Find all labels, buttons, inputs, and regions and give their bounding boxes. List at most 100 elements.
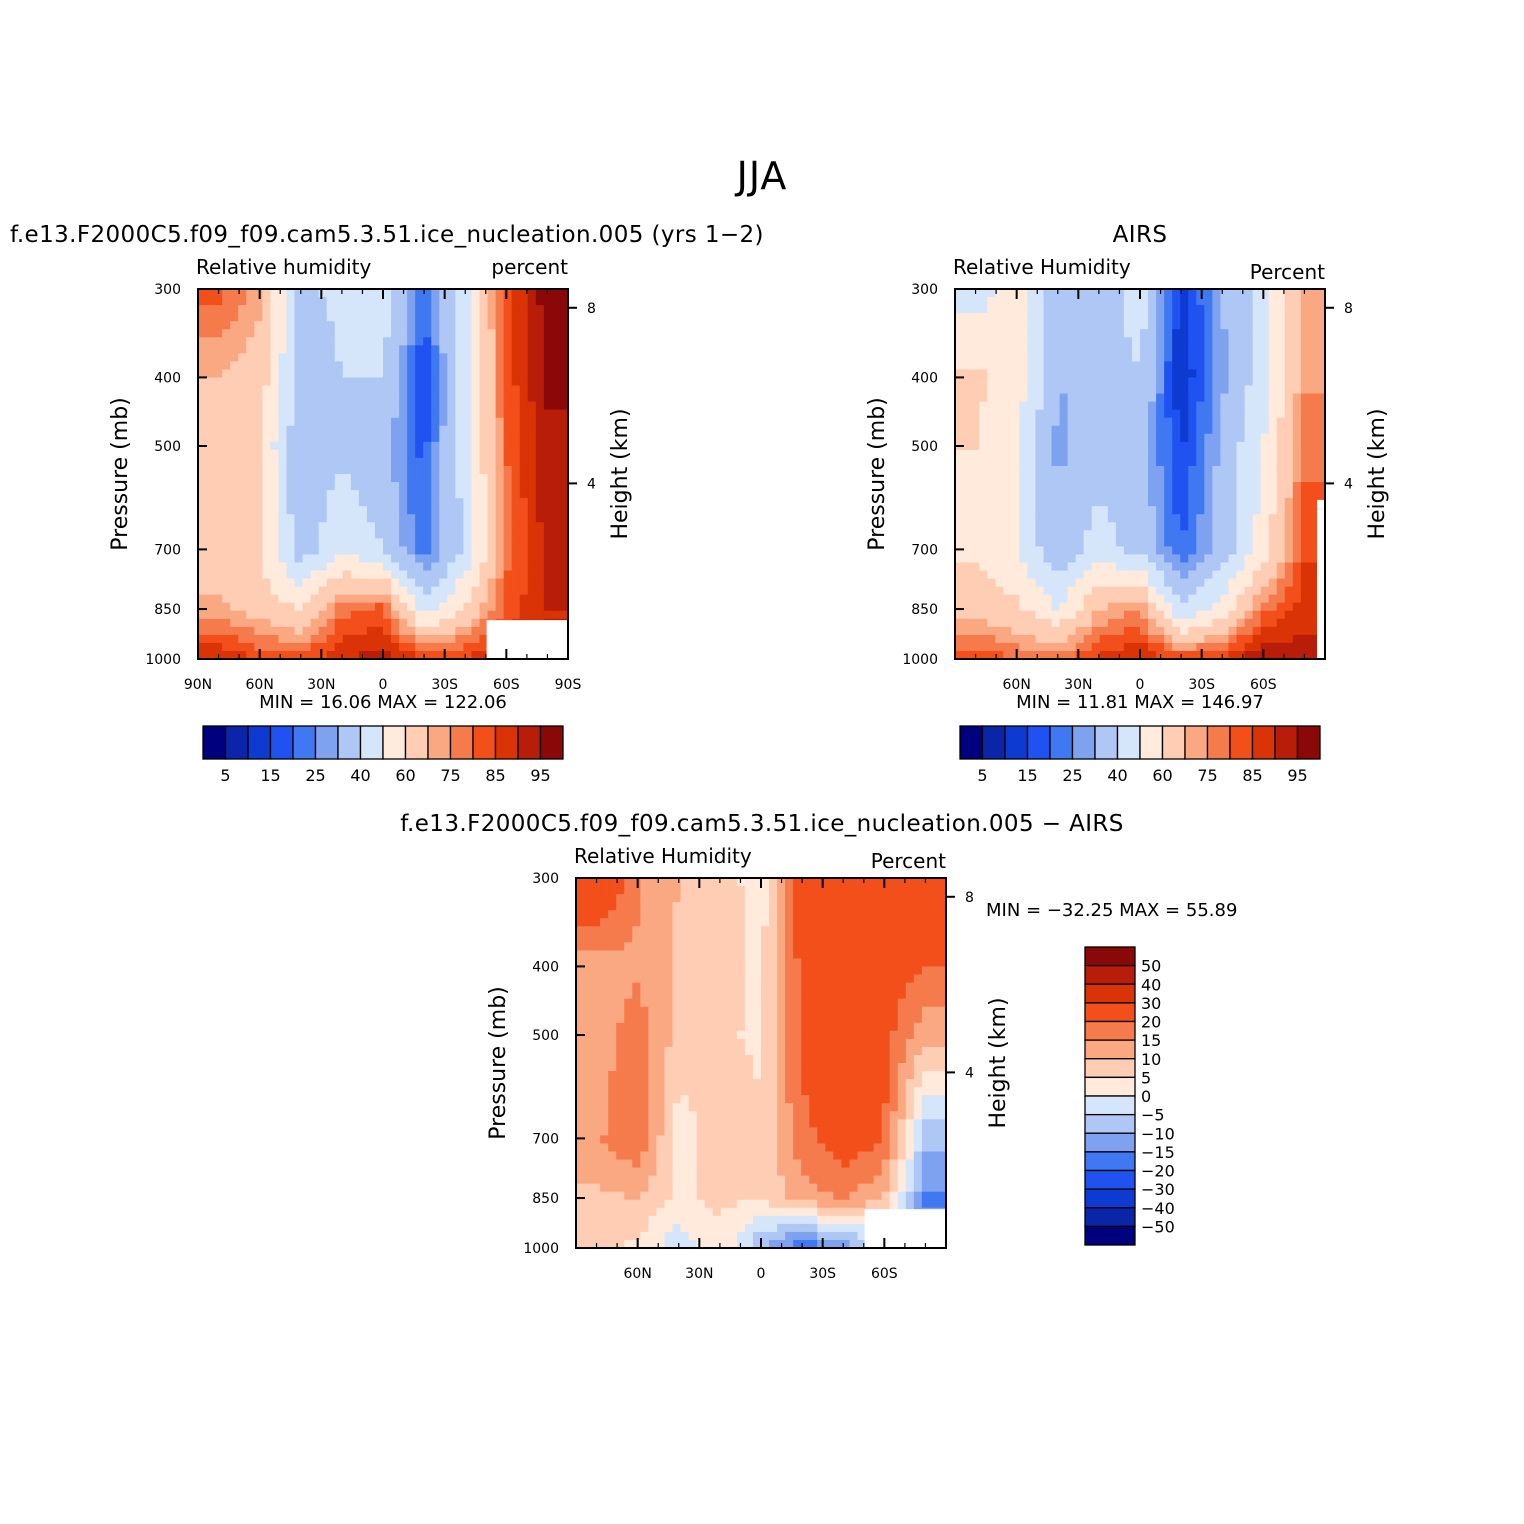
field-cell [1091,474,1101,483]
field-cell [1059,650,1069,660]
field-cell [479,546,489,556]
field-cell [334,433,344,443]
field-cell [447,618,456,628]
field-cell [399,554,408,564]
field-cell [656,1167,666,1177]
field-cell [1236,393,1246,403]
field-cell [1308,441,1318,451]
field-cell [326,490,336,499]
field-cell [238,449,247,459]
field-cell [600,1135,609,1145]
field-cell [1067,562,1077,572]
field-cell [1196,626,1205,636]
field-cell [391,482,400,491]
field-cell [955,433,964,443]
field-cell [1067,361,1077,371]
field-cell [995,337,1004,346]
field-cell [543,602,553,612]
field-cell [1011,522,1020,531]
field-cell [600,1071,609,1080]
field-cell [1188,570,1197,580]
field-cell [254,393,263,403]
field-cell [1268,530,1278,539]
field-cell [624,1239,633,1249]
field-cell [423,465,432,475]
field-cell [1220,522,1230,531]
field-cell [1083,530,1093,539]
field-cell [1140,522,1149,531]
field-cell [543,482,553,491]
field-cell [1107,401,1117,411]
field-cell [198,562,207,572]
field-cell [535,562,545,572]
field-cell [1043,393,1053,403]
field-cell [1172,602,1181,612]
field-cell [254,546,263,556]
field-cell [1075,546,1085,556]
field-cell [1228,321,1238,330]
field-cell [1196,353,1205,362]
field-cell [1099,385,1109,395]
colorbar-box [314,725,339,760]
field-cell [318,474,328,483]
field-cell [608,942,617,951]
field-cell [1212,618,1222,628]
field-cell [648,1239,658,1249]
field-cell [1284,305,1294,314]
field-cell [1196,385,1205,395]
field-cell [1284,602,1294,612]
field-cell [656,966,666,976]
field-cell [1051,289,1061,298]
colorbar: 5 15 25 40 60 75 85 95 [959,725,1321,785]
field-cell [624,1119,633,1128]
field-cell [551,474,561,483]
field-cell [527,570,537,580]
field-cell [1131,457,1141,467]
field-cell [1316,457,1326,467]
field-cell [1276,305,1286,314]
field-cell [1196,578,1205,588]
field-cell [1268,570,1278,580]
field-cell [238,369,247,379]
field-cell [1300,361,1310,371]
field-cell [1172,289,1181,298]
field-cell [1252,626,1262,636]
field-cell [1091,642,1101,652]
field-cell [399,409,408,419]
field-cell [1260,586,1270,596]
field-cell [1019,425,1028,435]
field-cell [1115,474,1125,483]
field-cell [1212,530,1222,539]
field-cell [1244,425,1254,435]
field-cell [1156,457,1165,467]
field-cell [1059,409,1069,419]
field-cell [374,353,384,362]
field-cell [979,594,988,604]
field-cell [230,369,239,379]
field-cell [1172,433,1181,443]
field-cell [1284,425,1294,435]
field-cell [1035,353,1045,362]
field-cell [374,634,384,644]
field-cell [1212,506,1222,515]
field-cell [592,1095,601,1104]
field-cell [342,417,352,427]
field-cell [455,482,465,491]
field-cell [214,329,223,338]
field-cell [455,554,465,564]
field-cell [1276,457,1286,467]
field-cell [1140,345,1149,354]
field-cell [1300,634,1310,644]
contour-field [576,878,947,1249]
field-cell [1003,345,1012,354]
field-cell [246,337,255,346]
field-cell [1059,482,1069,491]
field-cell [1292,626,1302,636]
field-cell [656,1030,666,1040]
field-cell [278,385,288,395]
field-cell [358,506,368,515]
field-cell [559,490,569,499]
field-cell [979,506,988,515]
field-cell [1115,377,1125,387]
field-cell [608,966,617,976]
